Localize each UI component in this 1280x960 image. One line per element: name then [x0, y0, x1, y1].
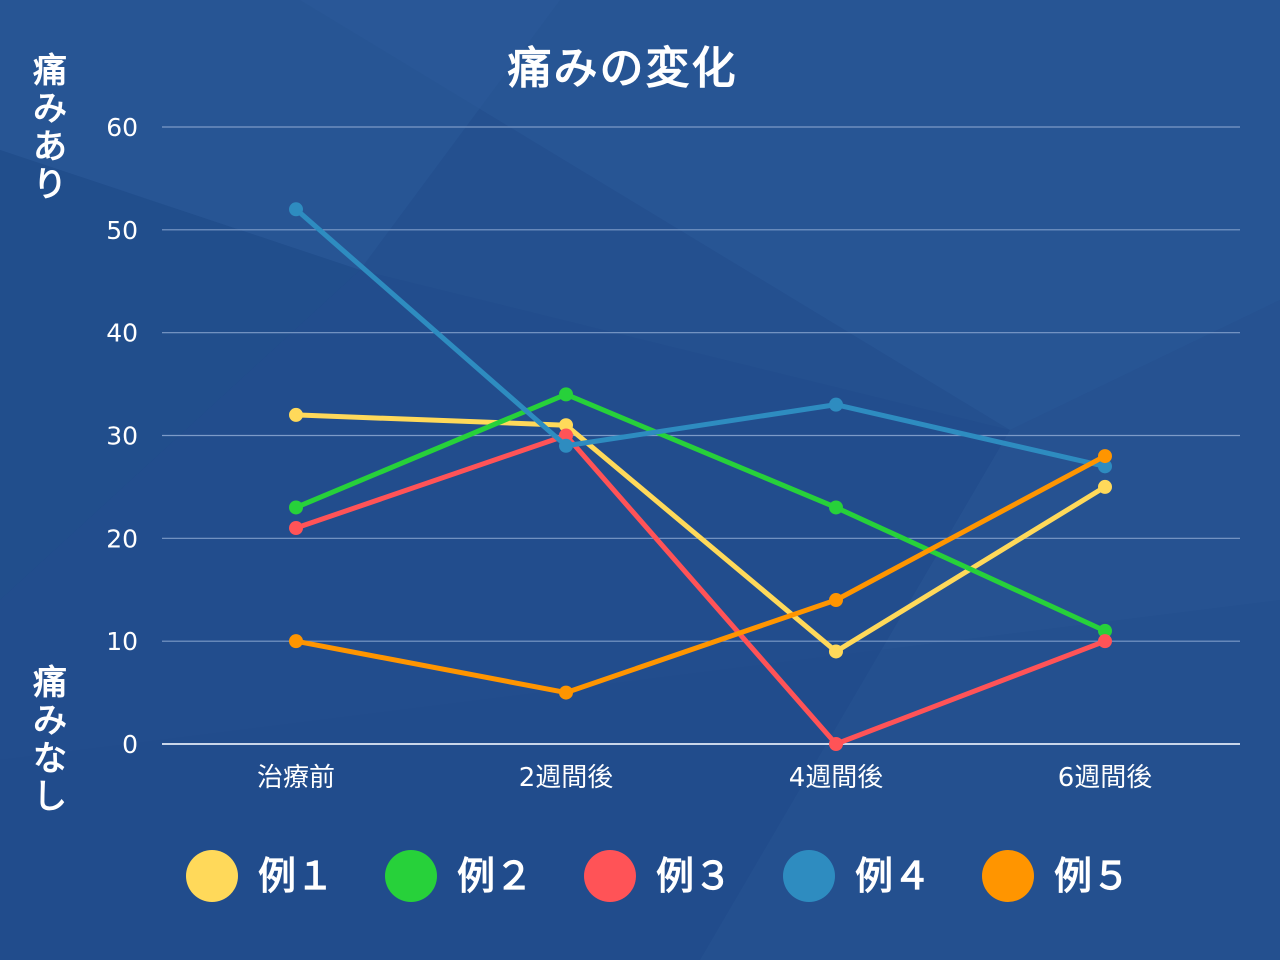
data-point [1098, 459, 1112, 474]
data-point [829, 500, 843, 515]
series-3 [289, 428, 1112, 751]
x-tick-label: 治療前 [257, 763, 335, 793]
series-line [293, 453, 1108, 696]
legend-label: 例１ [258, 854, 335, 898]
x-tick-labels: 治療前 2週間後 4週間後 6週間後 [257, 763, 1152, 793]
legend: 例１ 例２ 例３ 例４ 例５ [0, 846, 1280, 906]
data-point [289, 407, 303, 422]
legend-swatch [783, 850, 835, 902]
legend-label: 例２ [457, 854, 534, 898]
x-tick-label: 6週間後 [1058, 763, 1153, 793]
y-tick-labels: 0 10 20 30 40 50 60 [106, 113, 138, 759]
legend-swatch [186, 850, 238, 902]
y-axis-label-bottom: 痛 み な し [33, 663, 67, 817]
data-point [829, 397, 843, 412]
series-line [293, 433, 1108, 747]
data-point [289, 521, 303, 536]
y-axis-label-top: 痛 み あ り [33, 51, 67, 205]
series-line [293, 391, 1108, 634]
y-tick-label: 60 [106, 113, 138, 142]
series-5 [289, 449, 1112, 700]
data-point [559, 387, 573, 402]
data-point [289, 634, 303, 649]
legend-label: 例３ [656, 854, 733, 898]
y-tick-label: 10 [106, 627, 138, 656]
legend-label: 例５ [1054, 854, 1131, 898]
y-tick-label: 20 [106, 524, 138, 553]
series-4 [289, 202, 1112, 474]
y-tick-label: 0 [122, 730, 138, 759]
data-point [829, 737, 843, 751]
data-point [289, 500, 303, 515]
legend-swatch [584, 850, 636, 902]
legend-label: 例４ [855, 854, 932, 898]
y-tick-label: 40 [106, 319, 138, 348]
data-point [559, 418, 573, 433]
data-point [1098, 449, 1112, 464]
data-point [559, 685, 573, 700]
x-tick-label: 4週間後 [789, 763, 884, 793]
legend-swatch [385, 850, 437, 902]
data-point [1098, 623, 1112, 638]
data-point [829, 593, 843, 608]
series-1 [289, 407, 1112, 659]
y-tick-label: 30 [106, 422, 138, 451]
legend-swatch [982, 850, 1034, 902]
data-point [559, 438, 573, 453]
data-point [1098, 479, 1112, 494]
chart-title: 痛みの変化 [507, 43, 738, 94]
data-point [1098, 634, 1112, 649]
series-line [293, 206, 1108, 469]
series-lines [289, 202, 1112, 751]
x-tick-label: 2週間後 [519, 763, 614, 793]
series-2 [289, 387, 1112, 638]
data-point [829, 644, 843, 659]
y-tick-label: 50 [106, 216, 138, 245]
data-point [559, 428, 573, 443]
data-point [289, 202, 303, 217]
